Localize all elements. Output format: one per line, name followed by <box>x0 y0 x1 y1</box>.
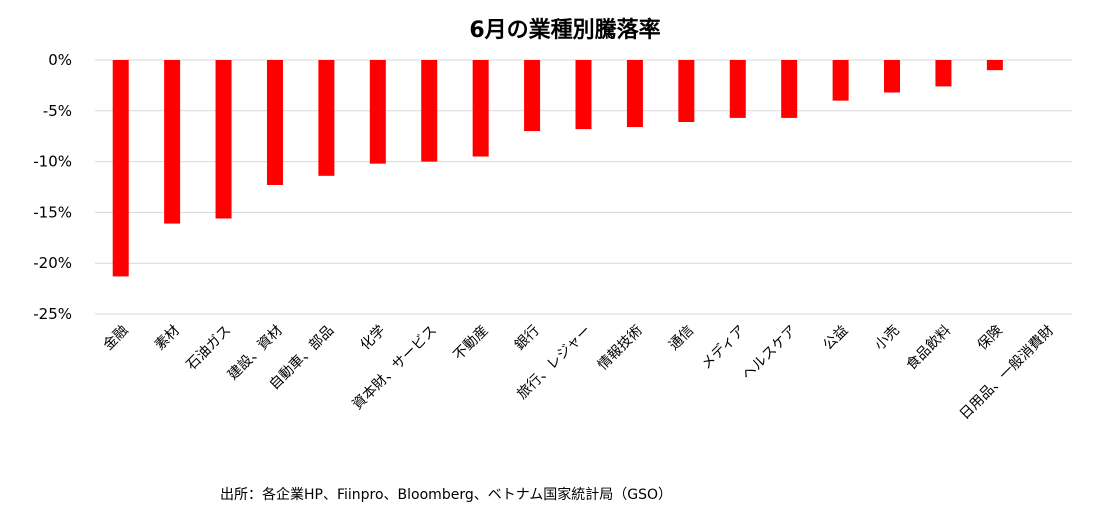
bar <box>266 60 283 185</box>
x-tick-label: ヘルスケア <box>739 323 800 384</box>
y-axis-ticks: 0% -5% -10% -15% -20% -25% <box>33 51 72 323</box>
x-tick-label: 不動産 <box>450 323 491 364</box>
bar <box>729 60 746 118</box>
bar <box>112 60 129 277</box>
bar <box>935 60 952 87</box>
y-tick-label: -15% <box>33 203 72 221</box>
bar <box>678 60 695 122</box>
x-tick-label: 食品飲料 <box>903 322 955 374</box>
bar <box>215 60 232 219</box>
bar <box>369 60 386 164</box>
chart-title: 6月の業種別騰落率 <box>469 17 660 43</box>
x-tick-label: 銀行 <box>512 323 543 354</box>
bar <box>318 60 335 176</box>
x-tick-label: 保険 <box>975 323 1006 354</box>
x-tick-label: 通信 <box>666 323 697 354</box>
gridlines <box>95 59 1072 315</box>
bars <box>112 60 1003 277</box>
bar <box>524 60 541 132</box>
x-tick-label: 化学 <box>358 323 389 354</box>
bar <box>986 60 1003 71</box>
x-tick-label: 小売 <box>872 323 903 354</box>
y-tick-label: -25% <box>33 305 72 323</box>
x-tick-label: 日用品、一般消費財 <box>957 323 1057 423</box>
y-tick-label: 0% <box>48 51 72 69</box>
y-tick-label: -5% <box>43 102 72 120</box>
y-tick-label: -10% <box>33 153 72 171</box>
x-tick-label: 石油ガス <box>183 323 234 374</box>
bar <box>575 60 592 130</box>
bar <box>832 60 849 101</box>
source-note: 出所：各企業HP、Fiinpro、Bloomberg、ベトナム国家統計局（GSO… <box>220 487 673 503</box>
x-tick-label: 公益 <box>820 323 851 354</box>
bar <box>884 60 901 93</box>
bar <box>781 60 798 118</box>
bar <box>164 60 181 224</box>
x-tick-label: 情報技術 <box>595 323 646 374</box>
x-tick-label: 金融 <box>100 323 131 354</box>
y-tick-label: -20% <box>33 254 72 272</box>
bar <box>626 60 643 128</box>
x-tick-label: メディア <box>698 322 749 373</box>
bar <box>472 60 489 157</box>
x-tick-label: 素材 <box>152 323 183 354</box>
bar <box>421 60 438 162</box>
